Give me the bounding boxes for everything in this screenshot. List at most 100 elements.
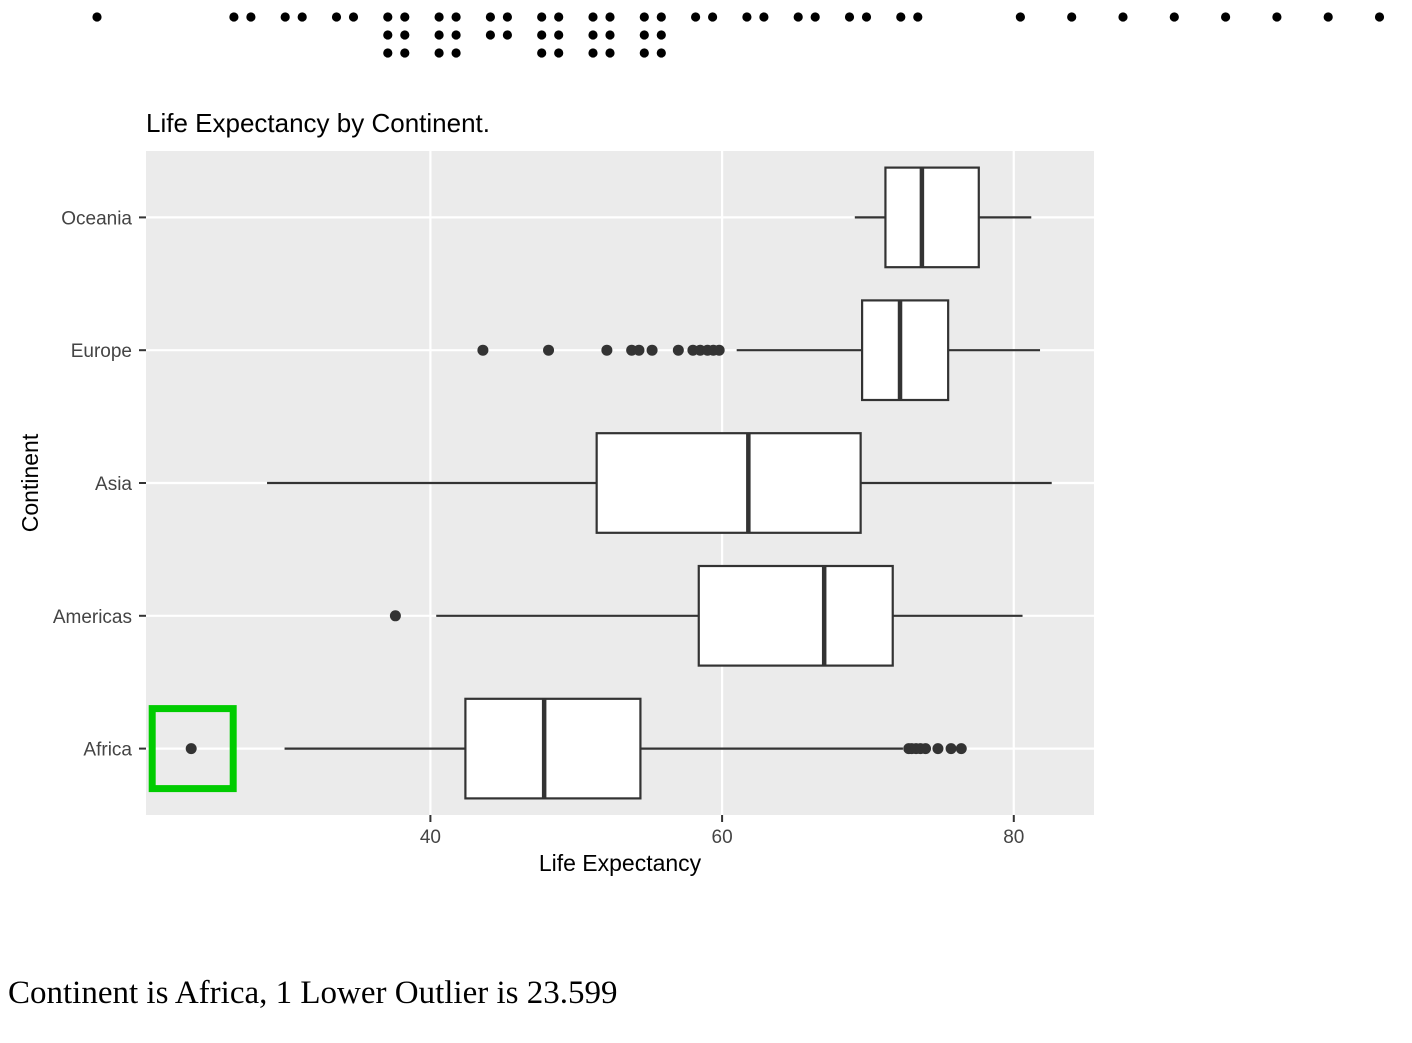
box-iqr	[595, 432, 862, 534]
braille-dot	[1221, 12, 1231, 22]
braille-dot	[1067, 12, 1077, 22]
boxplot-chart: Life Expectancy by Continent. Africa Amer…	[17, 108, 1094, 876]
boxes	[185, 166, 1052, 800]
braille-dot	[742, 12, 752, 22]
outlier-point	[185, 743, 197, 755]
braille-dot	[383, 48, 393, 58]
box-americas	[389, 564, 1023, 667]
outlier-point	[932, 743, 944, 755]
braille-dot	[383, 30, 393, 40]
highlight-rect	[148, 705, 237, 793]
y-tick-label: Americas	[53, 607, 132, 628]
box-iqr	[884, 166, 980, 269]
braille-dot	[485, 12, 495, 22]
braille-dot	[434, 30, 444, 40]
outlier-point	[920, 743, 932, 755]
braille-dot	[588, 30, 598, 40]
braille-dot	[246, 12, 256, 22]
x-tick-label: 80	[1003, 827, 1024, 848]
outlier-point	[713, 344, 725, 356]
outlier-point	[945, 743, 957, 755]
y-axis: Africa Americas Asia Europe Oceania	[53, 208, 146, 761]
box-africa	[185, 697, 967, 800]
braille-dot	[793, 12, 803, 22]
braille-dot	[537, 48, 547, 58]
braille-dot	[229, 12, 239, 22]
braille-dot	[554, 48, 564, 58]
braille-dot	[605, 12, 615, 22]
y-tick-label: Oceania	[61, 208, 132, 229]
outlier-point	[477, 344, 489, 356]
braille-dot	[639, 48, 649, 58]
braille-dot	[1118, 12, 1128, 22]
outlier-point	[601, 344, 613, 356]
y-axis-label: Continent	[17, 433, 43, 532]
x-axis: 40 60 80	[420, 815, 1024, 848]
outlier-point	[646, 344, 658, 356]
x-tick-label: 40	[420, 827, 441, 848]
braille-dot	[588, 12, 598, 22]
braille-dot	[605, 48, 615, 58]
box-iqr	[861, 299, 950, 402]
braille-dot	[639, 12, 649, 22]
braille-dot	[297, 12, 307, 22]
braille-dot	[1323, 12, 1333, 22]
braille-dot	[605, 30, 615, 40]
box-asia	[267, 432, 1052, 534]
box-iqr	[697, 564, 894, 667]
x-tick-label: 60	[712, 827, 733, 848]
braille-dot	[383, 12, 393, 22]
braille-dot	[400, 12, 410, 22]
braille-dot	[759, 12, 769, 22]
outlier-point	[672, 344, 684, 356]
outlier-point	[543, 344, 555, 356]
braille-dot	[1374, 12, 1385, 22]
braille-dot	[554, 12, 564, 22]
braille-dot	[502, 12, 512, 22]
braille-dot	[656, 12, 666, 22]
braille-dot	[92, 12, 102, 22]
outlier-point	[389, 610, 401, 622]
x-axis-label: Life Expectancy	[539, 850, 702, 876]
box-oceania	[854, 166, 1032, 269]
braille-display	[92, 12, 1385, 58]
braille-dot	[861, 12, 872, 22]
braille-dot	[280, 12, 290, 22]
braille-dot	[639, 30, 649, 40]
braille-dot	[400, 30, 410, 40]
braille-dot	[656, 30, 666, 40]
y-tick-label: Africa	[83, 740, 132, 761]
braille-dot	[485, 30, 495, 40]
chart-title: Life Expectancy by Continent.	[146, 108, 490, 138]
y-tick-label: Asia	[95, 474, 132, 495]
braille-dot	[434, 48, 444, 58]
braille-dot	[1272, 12, 1282, 22]
braille-dot	[451, 48, 461, 58]
outlier-point	[955, 743, 967, 755]
braille-dot	[913, 12, 923, 22]
braille-dot	[1015, 12, 1025, 22]
braille-dot	[451, 12, 461, 22]
braille-dot	[1169, 12, 1179, 22]
braille-dot	[502, 30, 512, 40]
caption-text: Continent is Africa, 1 Lower Outlier is …	[8, 975, 618, 1011]
braille-dot	[537, 12, 547, 22]
braille-dot	[537, 30, 547, 40]
braille-dot	[331, 12, 342, 22]
highlight-box	[148, 705, 237, 793]
braille-dot	[708, 12, 718, 22]
braille-dot	[400, 48, 410, 58]
braille-dot	[451, 30, 461, 40]
braille-dot	[656, 48, 666, 58]
braille-dot	[434, 12, 444, 22]
box-iqr	[464, 697, 642, 800]
box-europe	[477, 299, 1041, 402]
braille-dot	[554, 30, 564, 40]
braille-dot	[810, 12, 820, 22]
braille-dot	[348, 12, 359, 22]
braille-dot	[588, 48, 598, 58]
braille-dot	[896, 12, 906, 22]
braille-dot	[691, 12, 701, 22]
outlier-point	[633, 344, 645, 356]
y-tick-label: Europe	[71, 341, 132, 362]
